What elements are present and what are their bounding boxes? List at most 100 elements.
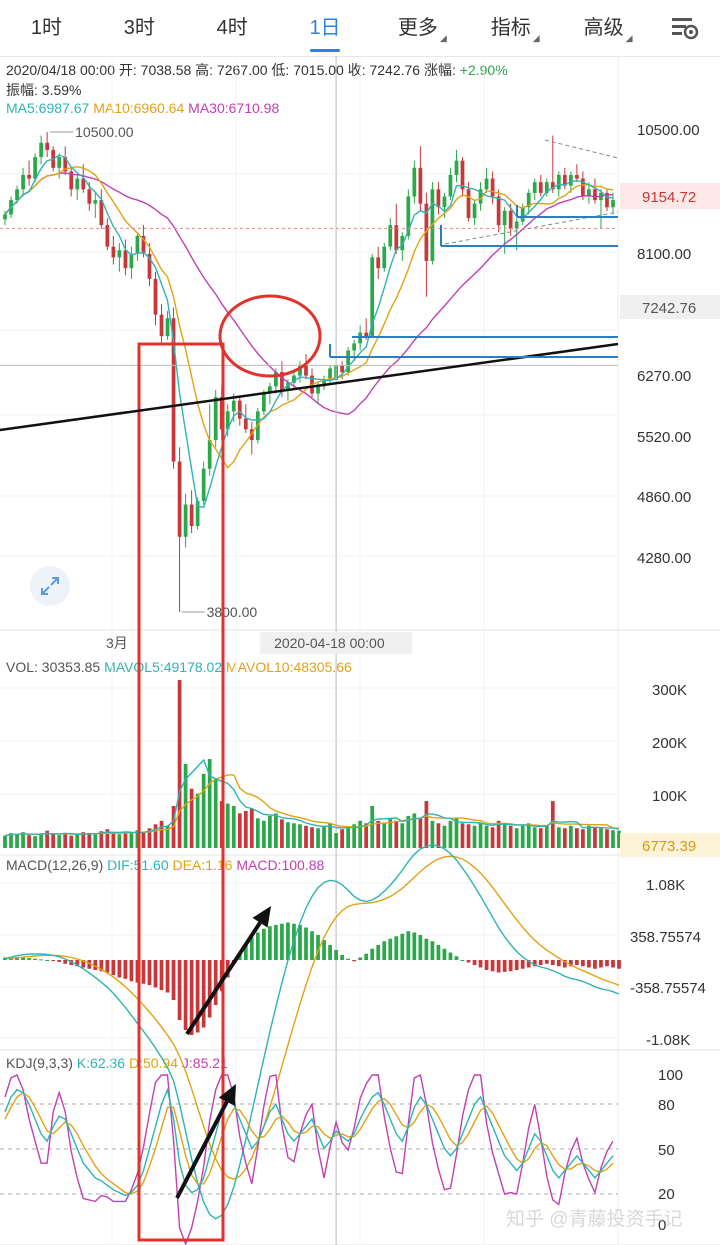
tab-indicators[interactable]: 指标 ◢ [464, 0, 557, 56]
volume-bar [322, 825, 326, 848]
ma5-label: MA5:6987.67 [6, 100, 90, 116]
volume-bar [400, 823, 405, 848]
volume-bar [556, 827, 561, 848]
chart-settings-icon [672, 18, 699, 40]
candle [526, 189, 531, 215]
volume-bar [274, 813, 278, 848]
volume-bar [286, 822, 290, 848]
volume-bar [316, 828, 320, 848]
macd-histogram-bar [93, 960, 98, 970]
candle [562, 167, 567, 190]
candle-body [340, 365, 344, 372]
candle [69, 167, 74, 197]
macd-histogram-bar [81, 960, 86, 968]
candle [502, 207, 507, 254]
tab-label: 指标 [490, 17, 531, 39]
tab-1d[interactable]: 1日 [279, 0, 372, 56]
volume-value-text: 6773.39 [642, 838, 696, 855]
volume-bar [298, 824, 302, 848]
macd-histogram-bar [550, 960, 555, 965]
candle-body [111, 246, 116, 258]
macd-histogram-bar [538, 960, 543, 965]
macd-histogram-bar [195, 960, 200, 1033]
tab-advanced[interactable]: 高级 ◢ [557, 0, 650, 56]
volume-bar [195, 793, 200, 848]
candle-body [177, 461, 182, 537]
tab-label: 4时 [216, 17, 248, 39]
volume-bar [412, 813, 417, 848]
macd-tick-label: 358.75574 [630, 929, 701, 946]
macd-legend: MACD(12,26,9) DIF:51.60 DEA:1.16 MACD:10… [6, 857, 324, 873]
macd-histogram-bar [394, 936, 399, 960]
current-price-tag [620, 183, 720, 209]
candle-body [575, 174, 579, 179]
macd-histogram-bar [268, 926, 272, 960]
candle [81, 164, 86, 193]
volume-bar [575, 828, 579, 848]
macd-histogram-bar [51, 960, 56, 961]
current-price-text: 9154.72 [642, 189, 696, 206]
macd-histogram-bar [448, 952, 453, 960]
volume-bar [111, 833, 116, 848]
j-label: J:85.21 [181, 1055, 228, 1071]
macd-histogram-bar [153, 960, 158, 988]
price-tick-label: 4280.00 [637, 550, 691, 567]
candle-body [261, 393, 266, 412]
ma30-line [4, 172, 614, 416]
candle [412, 160, 417, 204]
candle-body [292, 375, 296, 383]
candle [298, 361, 302, 383]
candle-body [237, 400, 242, 419]
macd-histogram-bar [322, 940, 326, 960]
tab-more[interactable]: 更多 ◢ [371, 0, 464, 56]
volume-bar [165, 825, 170, 848]
macd-histogram-bar [280, 923, 284, 960]
macd-histogram-bar [478, 960, 483, 968]
fullscreen-button[interactable] [30, 566, 70, 606]
volume-bar [442, 825, 447, 848]
candle-body [412, 167, 417, 197]
chart-settings-button[interactable] [650, 15, 720, 41]
macd-histogram-bar [177, 960, 182, 1020]
volume-bar [340, 829, 344, 848]
ma10-line [4, 165, 614, 469]
cursor-time-tag [260, 632, 413, 654]
candle-body [376, 257, 381, 269]
volume-bar [225, 803, 230, 848]
candle-body [544, 182, 549, 193]
volume-bar [394, 820, 399, 848]
volume-bar [520, 825, 525, 848]
triangle-upper-line [544, 139, 619, 159]
macd-histogram-bar [237, 952, 242, 960]
volume-bar [436, 823, 441, 848]
tab-4h[interactable]: 4时 [186, 0, 279, 56]
candle-body [442, 196, 447, 208]
macd-histogram-bar [605, 960, 609, 967]
candle [93, 192, 98, 218]
candle [153, 271, 158, 326]
macd-histogram-bar [117, 960, 122, 978]
macd-histogram-bar [412, 932, 417, 960]
macd-arrow [185, 906, 271, 1036]
tab-1h[interactable]: 1时 [0, 0, 93, 56]
volume-bar [430, 820, 435, 848]
candle-body [274, 372, 278, 387]
macd-histogram-bar [243, 943, 248, 960]
macd-histogram-bar [562, 960, 567, 968]
volume-bar [75, 834, 80, 848]
candle [442, 192, 447, 218]
volume-panel [3, 680, 621, 848]
tab-3h[interactable]: 3时 [93, 0, 186, 56]
candle-body [599, 192, 603, 201]
ma10-label: MA10:6960.64 [93, 100, 185, 116]
candle [370, 253, 375, 337]
volume-bar [129, 833, 134, 848]
macd-histogram-bar [75, 960, 80, 967]
volume-bar [189, 788, 194, 848]
macd-histogram-bar [274, 925, 278, 960]
volume-tick-label: 100K [652, 788, 687, 805]
candle-body [322, 379, 326, 387]
candle [231, 393, 236, 423]
ma-legend: MA5:6987.67 MA10:6960.64 MA30:6710.98 [6, 100, 279, 116]
volume-bar [81, 832, 86, 848]
